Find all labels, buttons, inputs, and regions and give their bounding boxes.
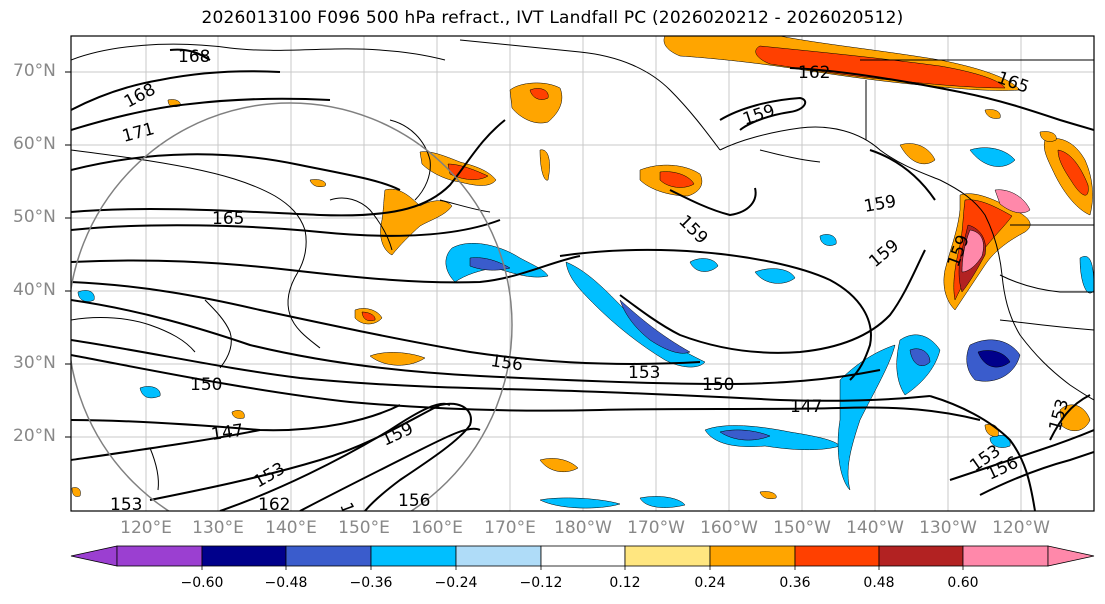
- lon-label: 150°W: [773, 518, 831, 538]
- map-frame: [70, 35, 1095, 512]
- colorbar-tick-label: 0.36: [779, 575, 811, 591]
- contour-label: 15: [335, 500, 361, 527]
- colorbar-segment: [116, 545, 203, 567]
- lon-label: 160°E: [411, 518, 463, 538]
- lon-label: 160°W: [700, 518, 758, 538]
- lon-label: 130°W: [919, 518, 977, 538]
- lon-label: 170°W: [627, 518, 685, 538]
- contour-label: 153: [110, 495, 142, 515]
- colorbar-segment: [455, 545, 542, 567]
- contour-label: 165: [212, 209, 244, 229]
- lon-label: 120°E: [120, 518, 172, 538]
- colorbar-segment: [540, 545, 626, 567]
- contour-label: 162: [258, 495, 290, 515]
- reference-circle: [71, 102, 513, 511]
- coastlines: [71, 39, 1094, 491]
- contour-label: 150: [190, 375, 222, 395]
- refractivity-contours: [71, 48, 1094, 511]
- lat-label: 20°N: [13, 426, 56, 446]
- colorbar-extend-high: [1047, 545, 1095, 567]
- lat-label: 70°N: [13, 61, 56, 81]
- colorbar-segment: [709, 545, 796, 567]
- lon-label: 170°E: [484, 518, 536, 538]
- colorbar-segment: [878, 545, 964, 567]
- colorbar-segment: [962, 545, 1049, 567]
- colorbar-tick-label: 0.24: [694, 575, 726, 591]
- contour-label: 168: [178, 47, 210, 67]
- lon-label: 130°E: [192, 518, 244, 538]
- lat-label: 40°N: [13, 280, 56, 300]
- colorbar-tick-label: −0.12: [519, 575, 563, 591]
- map-title: 2026013100 F096 500 hPa refract., IVT La…: [201, 8, 904, 28]
- contour-label: 156: [398, 491, 430, 511]
- colorbar-tick-label: −0.48: [264, 575, 308, 591]
- colorbar-tick-label: −0.36: [349, 575, 393, 591]
- lat-label: 60°N: [13, 134, 56, 154]
- colorbar-tick-label: 0.12: [609, 575, 641, 591]
- colorbar: [70, 545, 1095, 570]
- map-panel: 168 168 171 165 162 159 159 159 159 159 …: [71, 36, 1094, 527]
- contour-label: 147: [790, 397, 822, 417]
- colorbar-segment: [370, 545, 457, 567]
- colorbar-tick-label: 0.48: [863, 575, 895, 591]
- colorbar-extend-low: [70, 545, 118, 567]
- contour-label: 162: [798, 63, 830, 83]
- colorbar-segment: [624, 545, 711, 567]
- contour-label: 150: [702, 375, 734, 395]
- contour-label: 156: [489, 351, 524, 375]
- colorbar-tick-label: −0.24: [434, 575, 478, 591]
- colorbar-tick-label: −0.60: [180, 575, 224, 591]
- lon-label: 120°W: [992, 518, 1050, 538]
- colorbar-tick-label: 0.60: [947, 575, 979, 591]
- lat-label: 30°N: [13, 353, 56, 373]
- lon-label: 140°E: [265, 518, 317, 538]
- lon-label: 180°W: [554, 518, 612, 538]
- colorbar-segment: [794, 545, 880, 567]
- lat-label: 50°N: [13, 207, 56, 227]
- contour-label: 153: [628, 363, 660, 383]
- contour-label: 147: [210, 421, 245, 445]
- lon-label: 150°E: [338, 518, 390, 538]
- positive-anomaly-fills: [71, 36, 1093, 499]
- colorbar-segment: [201, 545, 287, 567]
- axis-ticks: [65, 71, 71, 438]
- lon-label: 140°W: [846, 518, 904, 538]
- colorbar-segment: [285, 545, 372, 567]
